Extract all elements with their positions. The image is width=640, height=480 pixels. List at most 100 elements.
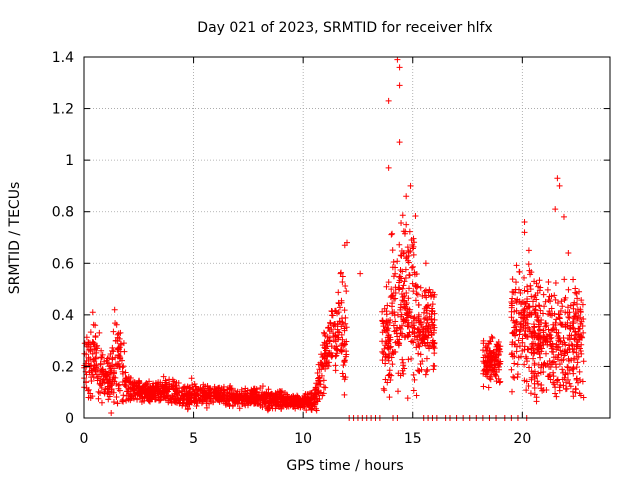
data-point [548, 334, 555, 341]
data-point [567, 302, 574, 309]
data-point [480, 358, 487, 365]
data-point [379, 338, 386, 345]
data-point [406, 272, 413, 279]
data-point [397, 372, 404, 379]
data-point [327, 319, 334, 326]
data-point [96, 329, 103, 336]
data-point [523, 387, 530, 394]
data-point [86, 362, 93, 369]
data-point [90, 321, 97, 328]
data-point [83, 334, 90, 341]
data-point [195, 386, 202, 393]
data-point [546, 293, 553, 300]
data-point [398, 219, 405, 226]
data-point [342, 374, 349, 381]
data-point [561, 352, 568, 359]
data-point [509, 276, 516, 283]
data-point [424, 325, 431, 332]
data-point [423, 319, 430, 326]
data-point [320, 384, 327, 391]
data-point [530, 345, 537, 352]
data-point [580, 358, 587, 365]
data-point [537, 284, 544, 291]
data-point [409, 263, 416, 270]
data-point [113, 393, 120, 400]
data-point [150, 388, 157, 395]
x-tick-label: 10 [294, 431, 312, 447]
data-point [556, 315, 563, 322]
data-point [490, 349, 497, 356]
data-point [541, 303, 548, 310]
data-point [527, 328, 534, 335]
data-point [171, 395, 178, 402]
data-point [316, 396, 323, 403]
data-point [126, 378, 133, 385]
data-point [421, 334, 428, 341]
data-point [399, 293, 406, 300]
data-point [540, 363, 547, 370]
data-point [397, 301, 404, 308]
data-point [431, 340, 438, 347]
data-point [115, 345, 122, 352]
data-point [405, 249, 412, 256]
data-point [177, 397, 184, 404]
data-point [557, 382, 564, 388]
data-point [115, 385, 122, 392]
data-point [232, 387, 239, 394]
data-point [426, 286, 433, 293]
data-point [272, 394, 279, 401]
data-point [571, 313, 578, 320]
data-point [241, 400, 248, 407]
data-point [290, 403, 297, 410]
data-point [119, 364, 126, 371]
data-point [542, 298, 549, 305]
data-point [400, 228, 407, 235]
data-point [117, 355, 124, 362]
data-point [528, 332, 535, 339]
data-point [415, 311, 422, 318]
data-point [552, 206, 559, 213]
data-point [244, 387, 251, 394]
data-point [90, 356, 97, 363]
data-point [145, 388, 152, 395]
data-point [521, 219, 528, 226]
data-point [116, 335, 123, 342]
data-point [157, 397, 164, 404]
data-point [552, 343, 559, 350]
data-point [135, 379, 142, 386]
data-point [569, 318, 576, 325]
data-point [321, 351, 328, 358]
data-point [556, 387, 563, 394]
data-point [191, 398, 198, 405]
data-point [572, 285, 579, 292]
data-point [193, 403, 200, 410]
data-point [551, 292, 558, 299]
data-point [421, 315, 428, 322]
data-point [175, 380, 182, 387]
data-point [163, 379, 170, 386]
y-tick-label: 1.2 [52, 102, 74, 118]
data-point [429, 301, 436, 308]
data-point [550, 369, 557, 376]
data-point [329, 352, 336, 359]
data-point [403, 289, 410, 296]
data-point [577, 308, 584, 315]
data-point [333, 350, 340, 357]
data-point [258, 392, 265, 399]
data-point [396, 139, 403, 146]
data-point [380, 385, 387, 392]
data-point [495, 360, 502, 367]
axis-ticks [83, 56, 610, 419]
data-point [317, 389, 324, 396]
data-point [538, 348, 545, 355]
data-point [558, 298, 565, 305]
data-point [396, 274, 403, 281]
data-point [188, 375, 195, 382]
data-point [560, 382, 567, 389]
data-point [397, 252, 404, 259]
data-point [574, 295, 581, 302]
data-point [89, 350, 96, 357]
data-point [579, 378, 586, 385]
data-point [545, 297, 552, 304]
data-point [426, 342, 433, 349]
